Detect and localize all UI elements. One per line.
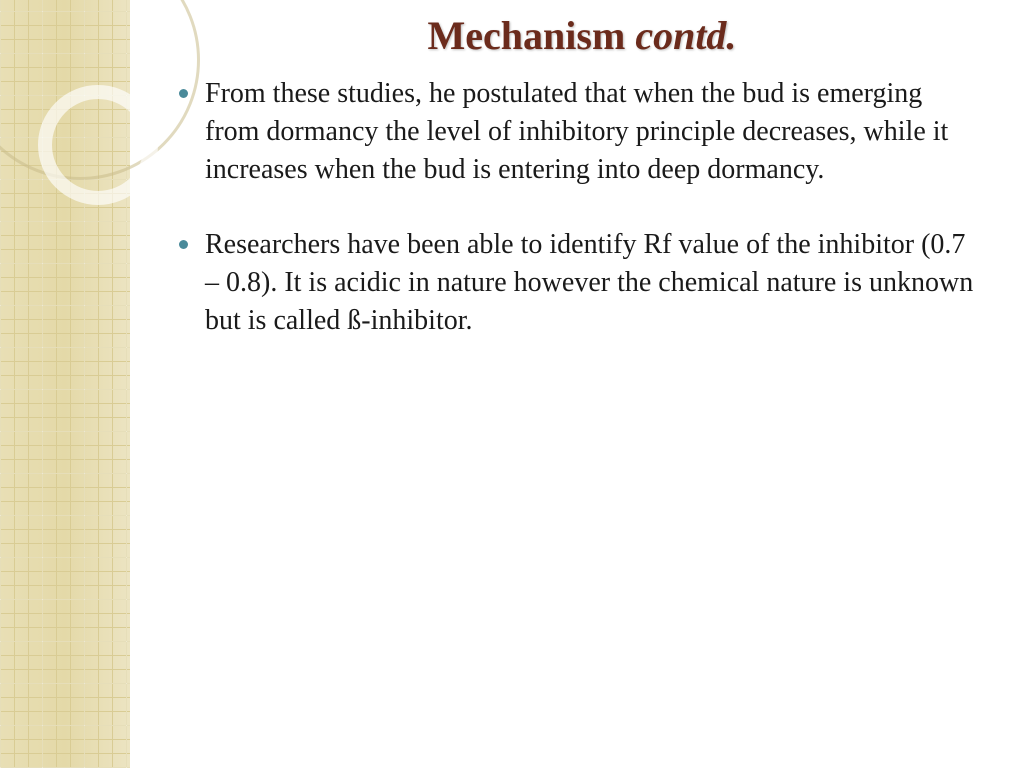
slide-body: From these studies, he postulated that w… xyxy=(175,75,974,378)
list-item: From these studies, he postulated that w… xyxy=(175,75,974,188)
title-sub: contd. xyxy=(635,13,736,58)
title-main: Mechanism xyxy=(428,13,626,58)
decorative-circle-small xyxy=(38,85,158,205)
list-item: Researchers have been able to identify R… xyxy=(175,226,974,339)
bullet-list: From these studies, he postulated that w… xyxy=(175,75,974,340)
slide-title: Mechanism contd. xyxy=(170,12,994,59)
